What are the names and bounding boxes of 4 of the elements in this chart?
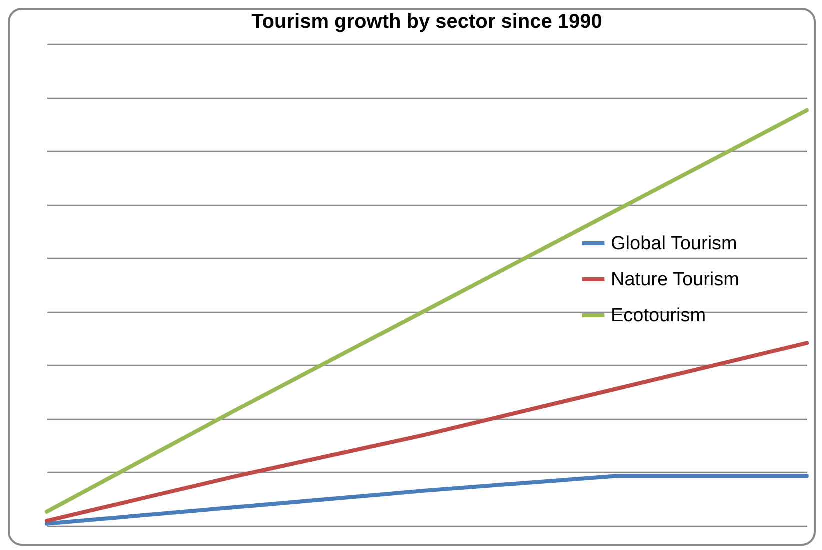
legend-label: Ecotourism bbox=[611, 306, 706, 326]
chart-title: Tourism growth by sector since 1990 bbox=[252, 11, 602, 33]
legend-label: Nature Tourism bbox=[611, 270, 740, 290]
legend-label: Global Tourism bbox=[611, 234, 738, 254]
